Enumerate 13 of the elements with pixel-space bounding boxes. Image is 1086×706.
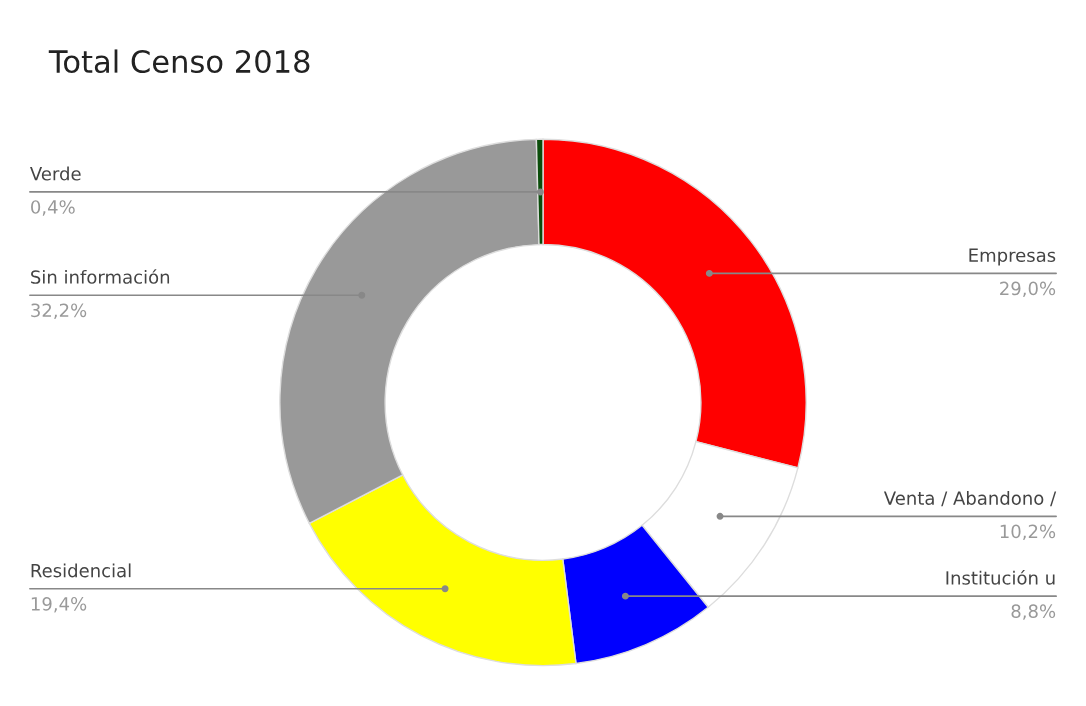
- data-label: 32,2%: [31, 303, 87, 319]
- slice-label: Institución u: [946, 570, 1055, 585]
- chart-title: Total Censo 2018: [48, 49, 310, 74]
- slice-label: Residencial: [31, 563, 131, 578]
- slice-label: Verde: [30, 166, 81, 181]
- slice-label: Venta / Abandono /: [883, 490, 1057, 507]
- data-label: 10,2%: [1000, 524, 1056, 541]
- data-label: 0,4%: [31, 200, 75, 216]
- data-label: 8,8%: [1011, 604, 1056, 620]
- slice-label: Sin información: [31, 269, 170, 284]
- data-label: 29,0%: [1000, 281, 1056, 298]
- slice-label: Empresas: [969, 248, 1056, 266]
- data-label: 19,4%: [31, 596, 87, 613]
